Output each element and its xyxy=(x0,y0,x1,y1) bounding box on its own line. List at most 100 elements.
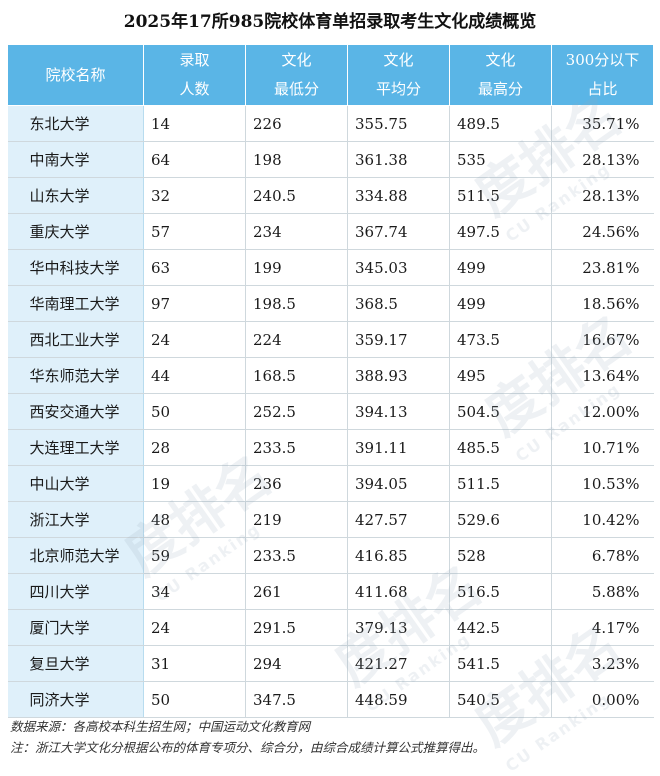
header-row: 院校名称 录取 人数 文化 最低分 文化 平均分 文化 最高分 300分以下 占比 xyxy=(7,44,654,106)
min-score-cell: 236 xyxy=(245,465,348,502)
min-score-cell: 226 xyxy=(245,105,348,142)
below-300-ratio-cell: 18.56% xyxy=(551,285,654,322)
school-name-cell: 中南大学 xyxy=(7,141,144,178)
below-300-ratio-cell: 13.64% xyxy=(551,357,654,394)
avg-score-cell: 355.75 xyxy=(347,105,450,142)
header-avg-score: 文化 平均分 xyxy=(347,44,450,106)
admitted-count-cell: 63 xyxy=(143,249,246,286)
avg-score-cell: 411.68 xyxy=(347,573,450,610)
table-row: 复旦大学 31 294 421.27 541.5 3.23% xyxy=(7,645,654,682)
avg-score-cell: 388.93 xyxy=(347,357,450,394)
school-name-cell: 复旦大学 xyxy=(7,645,144,682)
footnote: 注：浙江大学文化分根据公布的体育专项分、综合分，由综合成绩计算公式推算得出。 xyxy=(10,740,486,755)
below-300-ratio-cell: 4.17% xyxy=(551,609,654,646)
min-score-cell: 347.5 xyxy=(245,681,348,718)
admitted-count-cell: 48 xyxy=(143,501,246,538)
school-name-cell: 北京师范大学 xyxy=(7,537,144,574)
table-row: 浙江大学 48 219 427.57 529.6 10.42% xyxy=(7,501,654,538)
min-score-cell: 240.5 xyxy=(245,177,348,214)
below-300-ratio-cell: 5.88% xyxy=(551,573,654,610)
table-row: 四川大学 34 261 411.68 516.5 5.88% xyxy=(7,573,654,610)
avg-score-cell: 427.57 xyxy=(347,501,450,538)
school-name-cell: 东北大学 xyxy=(7,105,144,142)
score-table: 院校名称 录取 人数 文化 最低分 文化 平均分 文化 最高分 300分以下 占比 东北大… xyxy=(7,44,654,718)
min-score-cell: 252.5 xyxy=(245,393,348,430)
max-score-cell: 499 xyxy=(449,285,552,322)
table-row: 大连理工大学 28 233.5 391.11 485.5 10.71% xyxy=(7,429,654,466)
avg-score-cell: 394.13 xyxy=(347,393,450,430)
avg-score-cell: 394.05 xyxy=(347,465,450,502)
max-score-cell: 516.5 xyxy=(449,573,552,610)
below-300-ratio-cell: 0.00% xyxy=(551,681,654,718)
min-score-cell: 199 xyxy=(245,249,348,286)
min-score-cell: 261 xyxy=(245,573,348,610)
table-row: 华东师范大学 44 168.5 388.93 495 13.64% xyxy=(7,357,654,394)
avg-score-cell: 448.59 xyxy=(347,681,450,718)
max-score-cell: 497.5 xyxy=(449,213,552,250)
min-score-cell: 291.5 xyxy=(245,609,348,646)
school-name-cell: 华东师范大学 xyxy=(7,357,144,394)
admitted-count-cell: 32 xyxy=(143,177,246,214)
table-row: 北京师范大学 59 233.5 416.85 528 6.78% xyxy=(7,537,654,574)
min-score-cell: 233.5 xyxy=(245,537,348,574)
max-score-cell: 489.5 xyxy=(449,105,552,142)
admitted-count-cell: 14 xyxy=(143,105,246,142)
max-score-cell: 473.5 xyxy=(449,321,552,358)
admitted-count-cell: 57 xyxy=(143,213,246,250)
below-300-ratio-cell: 24.56% xyxy=(551,213,654,250)
below-300-ratio-cell: 28.13% xyxy=(551,177,654,214)
admitted-count-cell: 50 xyxy=(143,681,246,718)
below-300-ratio-cell: 10.53% xyxy=(551,465,654,502)
min-score-cell: 224 xyxy=(245,321,348,358)
min-score-cell: 233.5 xyxy=(245,429,348,466)
data-source: 数据来源：各高校本科生招生网；中国运动文化教育网 xyxy=(10,719,311,734)
max-score-cell: 511.5 xyxy=(449,465,552,502)
below-300-ratio-cell: 6.78% xyxy=(551,537,654,574)
school-name-cell: 华南理工大学 xyxy=(7,285,144,322)
table-row: 华南理工大学 97 198.5 368.5 499 18.56% xyxy=(7,285,654,322)
header-min-score: 文化 最低分 xyxy=(245,44,348,106)
max-score-cell: 540.5 xyxy=(449,681,552,718)
school-name-cell: 山东大学 xyxy=(7,177,144,214)
admitted-count-cell: 28 xyxy=(143,429,246,466)
table-row: 西安交通大学 50 252.5 394.13 504.5 12.00% xyxy=(7,393,654,430)
max-score-cell: 528 xyxy=(449,537,552,574)
table-row: 华中科技大学 63 199 345.03 499 23.81% xyxy=(7,249,654,286)
admitted-count-cell: 34 xyxy=(143,573,246,610)
max-score-cell: 485.5 xyxy=(449,429,552,466)
school-name-cell: 西北工业大学 xyxy=(7,321,144,358)
table-row: 厦门大学 24 291.5 379.13 442.5 4.17% xyxy=(7,609,654,646)
below-300-ratio-cell: 3.23% xyxy=(551,645,654,682)
max-score-cell: 504.5 xyxy=(449,393,552,430)
admitted-count-cell: 97 xyxy=(143,285,246,322)
table-row: 中南大学 64 198 361.38 535 28.13% xyxy=(7,141,654,178)
avg-score-cell: 391.11 xyxy=(347,429,450,466)
header-max-score: 文化 最高分 xyxy=(449,44,552,106)
header-below-300-ratio: 300分以下 占比 xyxy=(551,44,654,106)
admitted-count-cell: 64 xyxy=(143,141,246,178)
admitted-count-cell: 24 xyxy=(143,321,246,358)
admitted-count-cell: 44 xyxy=(143,357,246,394)
school-name-cell: 四川大学 xyxy=(7,573,144,610)
max-score-cell: 495 xyxy=(449,357,552,394)
header-admitted: 录取 人数 xyxy=(143,44,246,106)
avg-score-cell: 368.5 xyxy=(347,285,450,322)
below-300-ratio-cell: 23.81% xyxy=(551,249,654,286)
table-row: 中山大学 19 236 394.05 511.5 10.53% xyxy=(7,465,654,502)
max-score-cell: 535 xyxy=(449,141,552,178)
below-300-ratio-cell: 16.67% xyxy=(551,321,654,358)
table-row: 东北大学 14 226 355.75 489.5 35.71% xyxy=(7,105,654,142)
below-300-ratio-cell: 10.71% xyxy=(551,429,654,466)
school-name-cell: 中山大学 xyxy=(7,465,144,502)
table-row: 重庆大学 57 234 367.74 497.5 24.56% xyxy=(7,213,654,250)
table-row: 西北工业大学 24 224 359.17 473.5 16.67% xyxy=(7,321,654,358)
below-300-ratio-cell: 12.00% xyxy=(551,393,654,430)
table-row: 山东大学 32 240.5 334.88 511.5 28.13% xyxy=(7,177,654,214)
header-school: 院校名称 xyxy=(7,44,144,106)
admitted-count-cell: 31 xyxy=(143,645,246,682)
avg-score-cell: 345.03 xyxy=(347,249,450,286)
max-score-cell: 511.5 xyxy=(449,177,552,214)
school-name-cell: 大连理工大学 xyxy=(7,429,144,466)
min-score-cell: 219 xyxy=(245,501,348,538)
footer: 数据来源：各高校本科生招生网；中国运动文化教育网 注：浙江大学文化分根据公布的体… xyxy=(10,716,650,758)
